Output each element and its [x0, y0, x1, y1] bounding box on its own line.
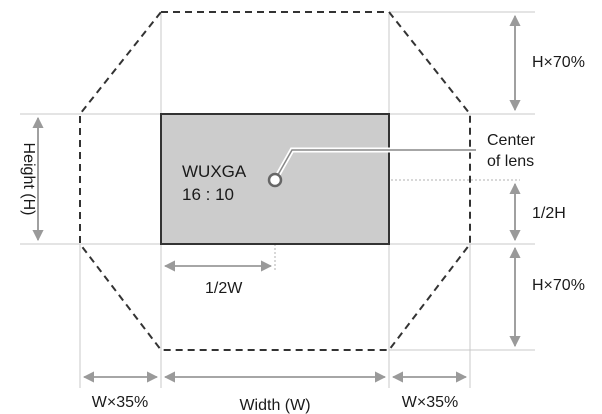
center-label-line1: Center — [487, 132, 536, 149]
half-width-label: 1/2W — [205, 280, 243, 297]
shift-range-outline — [79, 11, 471, 351]
height-label: Height (H) — [20, 143, 37, 216]
left-shift-label: W×35% — [92, 394, 148, 411]
bottom-shift-label: H×70% — [532, 277, 585, 294]
width-label: Width (W) — [239, 397, 310, 414]
right-shift-label: W×35% — [402, 394, 458, 411]
resolution-label: WUXGA — [182, 162, 247, 181]
half-height-label: 1/2H — [532, 205, 566, 222]
lens-center-marker — [267, 147, 476, 188]
top-shift-label: H×70% — [532, 54, 585, 71]
aspect-ratio-label: 16 : 10 — [182, 185, 234, 204]
center-label-line2: of lens — [487, 153, 534, 170]
